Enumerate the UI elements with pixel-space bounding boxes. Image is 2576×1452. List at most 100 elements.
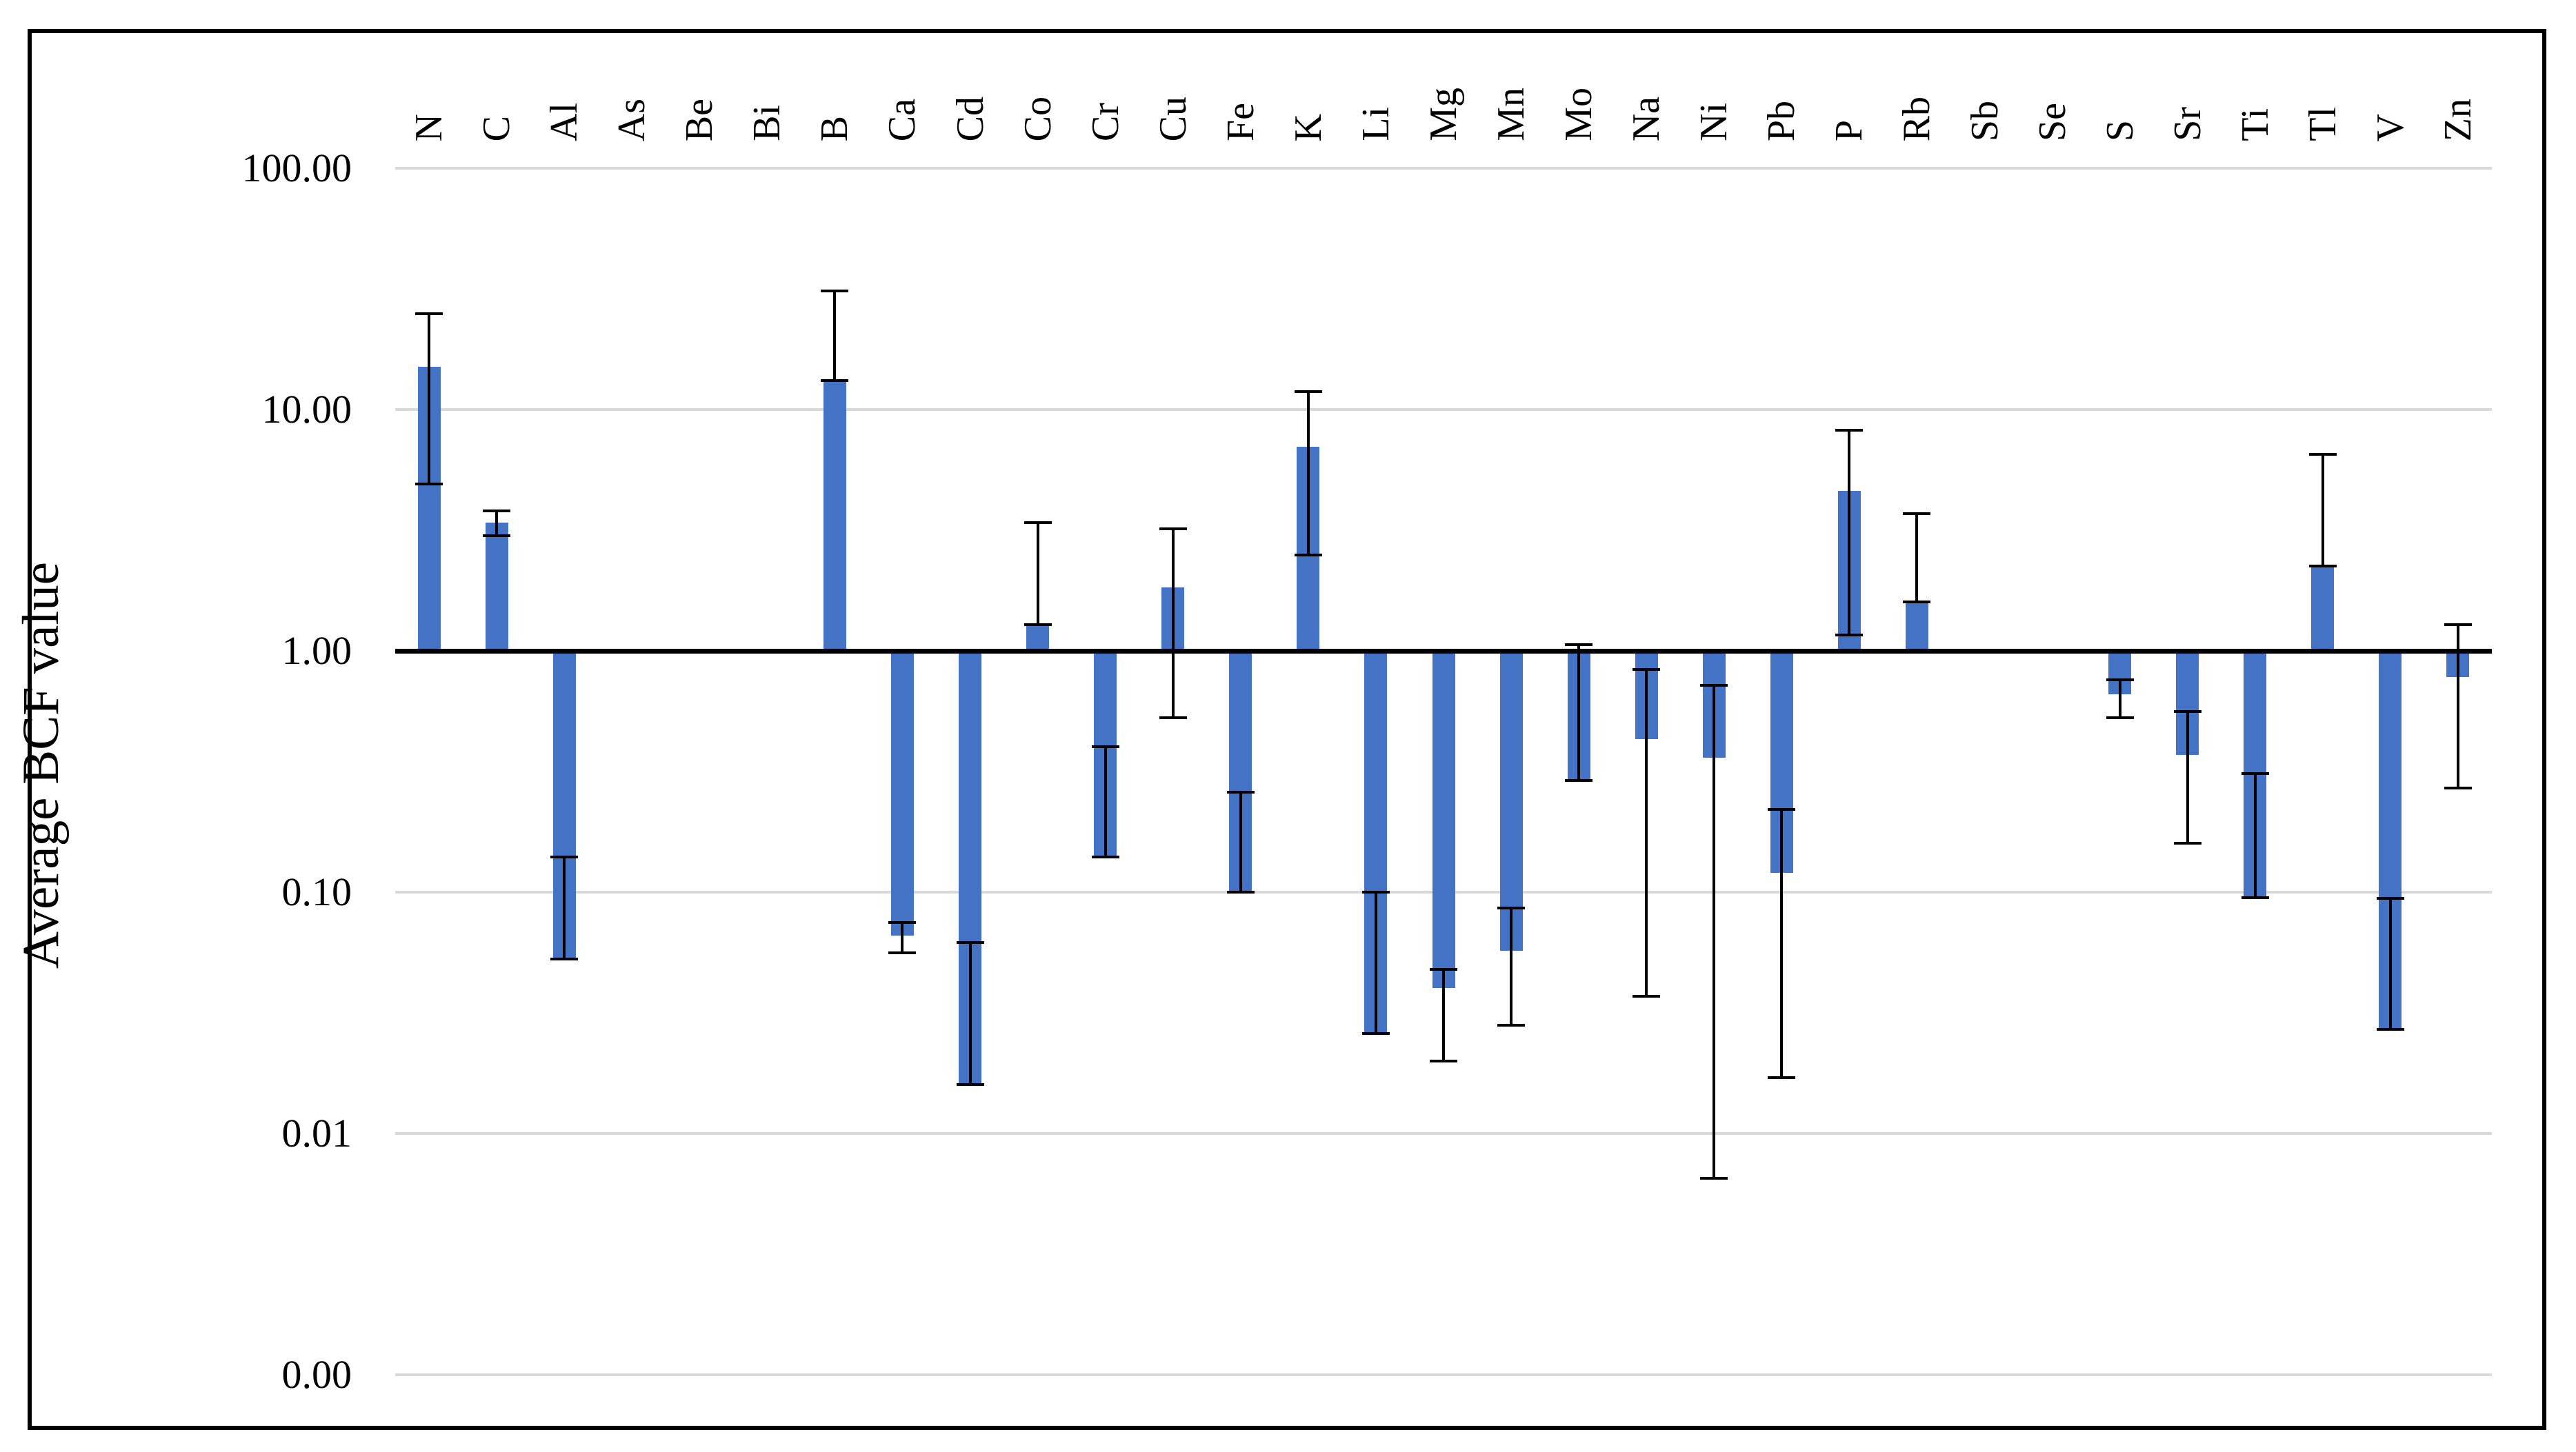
bar-Tl: [2311, 565, 2335, 651]
category-labels: N C Al As Be Bi B Ca Cd Co Cr Cu Fe K Li Mg Mn Mo Na Ni Pb P R…: [0, 0, 2576, 141]
y-axis-title-text: Average BCF value: [12, 561, 70, 969]
error-bar-Na: [1645, 669, 1648, 997]
error-bar-cap: [956, 1082, 984, 1086]
error-bar-cap: [1565, 779, 1593, 783]
error-bar-cap: [821, 379, 849, 382]
error-bar-cap: [2241, 896, 2269, 899]
error-bar-cap: [1091, 855, 1119, 858]
category-label-B: B: [813, 115, 857, 141]
category-label-Mn: Mn: [1490, 88, 1533, 141]
bar-C: [485, 522, 508, 651]
category-label-Cd: Cd: [948, 96, 992, 141]
category-label-Co: Co: [1016, 96, 1059, 141]
error-bar-cap: [956, 940, 984, 944]
error-bar-Sr: [2186, 712, 2189, 843]
error-bar-cap: [2241, 772, 2269, 776]
error-bar-cap: [415, 312, 443, 315]
category-label-Cr: Cr: [1084, 103, 1127, 141]
error-bar-S: [2118, 679, 2121, 718]
category-label-V: V: [2368, 113, 2412, 141]
error-bar-Cu: [1171, 529, 1175, 718]
y-tick-label: 10.00: [261, 387, 352, 432]
y-tick-label: 0.00: [281, 1352, 352, 1397]
baseline-1.00: [395, 648, 2492, 654]
bar-Mn: [1499, 651, 1523, 951]
category-label-Mg: Mg: [1422, 88, 1465, 141]
error-bar-cap: [550, 957, 579, 960]
category-label-Sb: Sb: [1963, 100, 2006, 141]
category-label-P: P: [1828, 119, 1871, 141]
error-bar-Fe: [1239, 791, 1242, 892]
bar-B: [823, 380, 846, 651]
category-label-Ti: Ti: [2233, 108, 2277, 141]
error-bar-cap: [1835, 634, 1864, 637]
error-bar-cap: [1024, 521, 1052, 524]
error-bar-cap: [1700, 1177, 1728, 1180]
error-bar-cap: [1700, 683, 1728, 687]
category-label-Ca: Ca: [881, 98, 924, 141]
error-bar-cap: [888, 951, 917, 955]
error-bar-Tl: [2321, 454, 2324, 566]
error-bar-Co: [1036, 522, 1039, 625]
error-bar-cap: [550, 855, 579, 858]
error-bar-cap: [1835, 429, 1864, 432]
error-bar-cap: [1091, 745, 1119, 749]
gridline: [395, 1132, 2492, 1135]
error-bar-cap: [1159, 527, 1187, 531]
error-bar-Cr: [1104, 747, 1107, 857]
category-label-Li: Li: [1354, 107, 1397, 141]
error-bar-cap: [1633, 667, 1661, 671]
error-bar-cap: [2173, 841, 2201, 845]
error-bar-cap: [821, 290, 849, 293]
error-bar-N: [428, 313, 431, 485]
error-bar-cap: [1024, 623, 1052, 627]
error-bar-Mn: [1510, 907, 1513, 1026]
error-bar-cap: [2173, 710, 2201, 714]
category-label-Mo: Mo: [1557, 88, 1601, 141]
category-label-S: S: [2098, 119, 2141, 141]
error-bar-cap: [2308, 453, 2337, 456]
bar-Co: [1026, 625, 1050, 651]
error-bar-cap: [1294, 553, 1322, 556]
category-label-Be: Be: [678, 98, 721, 141]
error-bar-cap: [1361, 891, 1390, 894]
error-bar-Mg: [1442, 969, 1445, 1061]
error-bar-Ni: [1713, 685, 1716, 1179]
y-tick-label: 0.10: [281, 869, 352, 914]
category-label-N: N: [408, 113, 451, 141]
error-bar-Ca: [901, 922, 904, 954]
bar-Ca: [890, 651, 914, 936]
error-bar-cap: [1903, 600, 1931, 603]
error-bar-cap: [1294, 390, 1322, 393]
error-bar-cap: [1159, 716, 1187, 719]
category-label-Al: Al: [543, 103, 586, 141]
error-bar-cap: [1903, 512, 1931, 516]
error-bar-Ti: [2253, 774, 2257, 898]
error-bar-Li: [1374, 892, 1377, 1033]
gridline: [395, 408, 2492, 411]
category-label-As: As: [610, 98, 654, 141]
error-bar-cap: [1430, 1059, 1457, 1062]
category-label-Fe: Fe: [1219, 103, 1262, 141]
error-bar-cap: [2376, 897, 2404, 900]
y-tick-label: 0.01: [281, 1111, 352, 1156]
error-bar-P: [1848, 430, 1851, 636]
category-label-Na: Na: [1625, 96, 1668, 141]
error-bar-Zn: [2456, 625, 2459, 788]
category-label-C: C: [475, 115, 519, 141]
category-label-Zn: Zn: [2436, 98, 2479, 141]
error-bar-cap: [2106, 678, 2134, 681]
error-bar-cap: [2444, 787, 2472, 790]
error-bar-cap: [1430, 967, 1457, 971]
error-bar-K: [1306, 391, 1310, 555]
error-bar-cap: [1226, 891, 1255, 894]
error-bar-cap: [1768, 1076, 1796, 1080]
category-label-Pb: Pb: [1760, 100, 1804, 141]
error-bar-cap: [1633, 995, 1661, 998]
error-bar-cap: [483, 534, 511, 537]
error-bar-cap: [1768, 808, 1796, 811]
error-bar-Cd: [968, 942, 972, 1085]
error-bar-Rb: [1915, 514, 1919, 602]
error-bar-cap: [1497, 1024, 1526, 1027]
